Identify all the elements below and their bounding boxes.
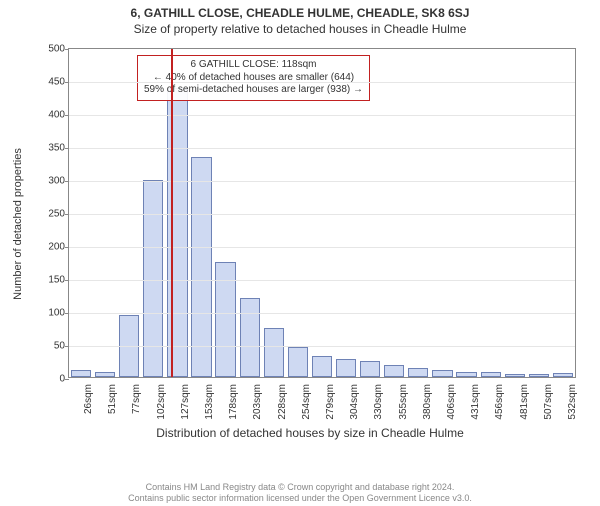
histogram-bar — [360, 361, 380, 377]
x-tick-label: 431sqm — [470, 384, 481, 432]
y-tick-mark — [65, 247, 69, 248]
y-tick-mark — [65, 115, 69, 116]
histogram-bar — [384, 365, 404, 377]
y-tick-mark — [65, 214, 69, 215]
y-tick-mark — [65, 280, 69, 281]
footer-line-2: Contains public sector information licen… — [0, 493, 600, 504]
x-tick-labels: 26sqm 51sqm 77sqm 102sqm 127sqm 153sqm 178sqm 2… — [68, 380, 576, 430]
x-tick-label: 304sqm — [349, 384, 360, 432]
gridline — [69, 115, 575, 116]
histogram-bar — [264, 328, 284, 377]
bar-slot — [406, 49, 430, 377]
gridline — [69, 148, 575, 149]
gridline — [69, 214, 575, 215]
plot-area: 6 GATHILL CLOSE: 118sqm← 40% of detached… — [68, 48, 576, 378]
histogram-bar — [288, 347, 308, 377]
histogram-bar — [408, 368, 428, 377]
bar-slot — [455, 49, 479, 377]
y-tick-mark — [65, 313, 69, 314]
gridline — [69, 346, 575, 347]
histogram-bar — [312, 356, 332, 377]
y-tick-mark — [65, 181, 69, 182]
y-tick-mark — [65, 82, 69, 83]
x-tick-label: 51sqm — [107, 384, 118, 432]
gridline — [69, 313, 575, 314]
histogram-bar — [71, 370, 91, 377]
x-tick-label: 178sqm — [228, 384, 239, 432]
x-tick-label: 127sqm — [180, 384, 191, 432]
bar-slot — [69, 49, 93, 377]
y-tick-label: 500 — [39, 44, 65, 55]
histogram-bar — [191, 157, 211, 377]
y-tick-label: 450 — [39, 77, 65, 88]
x-tick-label: 380sqm — [422, 384, 433, 432]
histogram-bar — [95, 372, 115, 377]
page-title: Size of property relative to detached ho… — [0, 22, 600, 36]
y-axis-label: Number of detached properties — [12, 148, 24, 300]
histogram-bar — [505, 374, 525, 377]
bar-slot — [503, 49, 527, 377]
y-tick-mark — [65, 346, 69, 347]
y-tick-mark — [65, 49, 69, 50]
x-axis-label: Distribution of detached houses by size … — [30, 426, 590, 440]
histogram-bar — [529, 374, 549, 377]
histogram-bar — [143, 180, 163, 377]
histogram-bar — [240, 298, 260, 377]
y-tick-label: 350 — [39, 143, 65, 154]
chart-container: Number of detached properties 6 GATHILL … — [30, 48, 590, 448]
x-tick-label: 102sqm — [156, 384, 167, 432]
bar-slot — [382, 49, 406, 377]
y-tick-mark — [65, 148, 69, 149]
x-tick-label: 406sqm — [446, 384, 457, 432]
y-tick-label: 400 — [39, 110, 65, 121]
x-tick-label: 507sqm — [543, 384, 554, 432]
histogram-bar — [553, 373, 573, 377]
y-tick-label: 250 — [39, 209, 65, 220]
bar-slot — [430, 49, 454, 377]
page-supertitle: 6, GATHILL CLOSE, CHEADLE HULME, CHEADLE… — [0, 6, 600, 20]
x-tick-label: 77sqm — [131, 384, 142, 432]
property-marker-line — [171, 49, 173, 377]
bar-slot — [527, 49, 551, 377]
y-tick-label: 100 — [39, 308, 65, 319]
footer-line-1: Contains HM Land Registry data © Crown c… — [0, 482, 600, 493]
x-tick-label: 203sqm — [252, 384, 263, 432]
y-tick-label: 50 — [39, 341, 65, 352]
x-tick-label: 355sqm — [398, 384, 409, 432]
gridline — [69, 280, 575, 281]
attribution-footer: Contains HM Land Registry data © Crown c… — [0, 482, 600, 504]
y-tick-label: 0 — [39, 374, 65, 385]
x-tick-label: 532sqm — [567, 384, 578, 432]
x-tick-label: 228sqm — [277, 384, 288, 432]
y-tick-label: 200 — [39, 242, 65, 253]
gridline — [69, 247, 575, 248]
x-tick-label: 254sqm — [301, 384, 312, 432]
bar-slot — [551, 49, 575, 377]
y-tick-label: 300 — [39, 176, 65, 187]
x-tick-label: 330sqm — [373, 384, 384, 432]
annotation-line: 6 GATHILL CLOSE: 118sqm — [144, 59, 363, 72]
histogram-bar — [336, 359, 356, 377]
histogram-bar — [432, 370, 452, 377]
bar-slot — [479, 49, 503, 377]
x-tick-label: 481sqm — [519, 384, 530, 432]
histogram-bar — [456, 372, 476, 377]
x-tick-label: 153sqm — [204, 384, 215, 432]
y-tick-label: 150 — [39, 275, 65, 286]
gridline — [69, 82, 575, 83]
annotation-line: 59% of semi-detached houses are larger (… — [144, 84, 363, 97]
bar-slot — [93, 49, 117, 377]
x-tick-label: 456sqm — [494, 384, 505, 432]
x-tick-label: 26sqm — [83, 384, 94, 432]
gridline — [69, 181, 575, 182]
x-tick-label: 279sqm — [325, 384, 336, 432]
histogram-bar — [481, 372, 501, 377]
